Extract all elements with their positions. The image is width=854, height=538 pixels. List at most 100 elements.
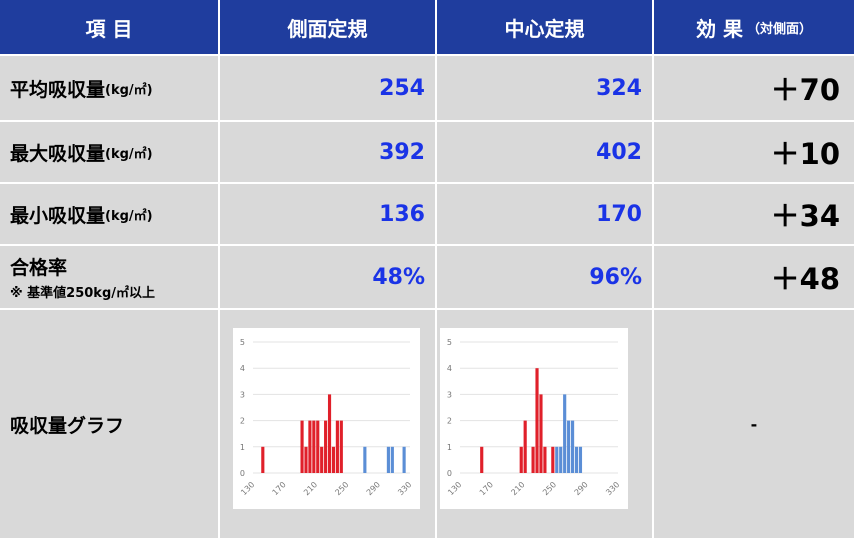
row-graph-effect-value: - (750, 414, 758, 434)
x-tick-label: 170 (271, 480, 288, 497)
histogram-bar (531, 446, 535, 473)
row-max-unit: (kg/㎡) (105, 146, 153, 162)
histogram-bar (363, 446, 367, 473)
row-pass-effect: ＋48 (654, 246, 854, 308)
y-tick-label: 3 (447, 390, 452, 399)
row-graph-effect: - (654, 310, 854, 538)
row-pass-center: 96% (437, 246, 652, 308)
row-avg-label-text: 平均吸収量 (10, 78, 106, 101)
header-side-label: 側面定規 (287, 16, 368, 41)
histogram-bar (304, 446, 308, 473)
row-min-label: 最小吸収量 (kg/㎡) (0, 184, 218, 244)
y-tick-label: 2 (240, 417, 245, 426)
header-side: 側面定規 (220, 0, 435, 54)
row-avg-label: 平均吸収量 (kg/㎡) (0, 56, 218, 120)
x-tick-label: 250 (541, 480, 558, 497)
row-min-unit: (kg/㎡) (105, 208, 153, 224)
y-tick-label: 4 (447, 364, 452, 373)
row-min-effect-value: ＋34 (770, 199, 840, 233)
row-min-effect: ＋34 (654, 184, 854, 244)
row-pass-note: ※ 基準値250kg/㎡以上 (10, 286, 155, 301)
histogram-bar (523, 420, 527, 473)
row-min-center: 170 (437, 184, 652, 244)
histogram-bar (390, 446, 394, 473)
histogram-bar (316, 420, 320, 473)
row-graph-side: 012345130170210250290330370410 (220, 310, 476, 538)
histogram-bar (308, 420, 312, 473)
header-item-label: 項 目 (85, 16, 133, 41)
histogram-bar (261, 446, 265, 473)
row-pass-center-value: 96% (589, 264, 642, 290)
row-avg-side: 254 (220, 56, 435, 120)
histogram-bar (543, 446, 547, 473)
y-tick-label: 1 (447, 443, 452, 452)
row-avg-center-value: 324 (596, 75, 642, 101)
center-histogram: 012345130170210250290330370410 (446, 338, 684, 497)
x-tick-label: 130 (446, 480, 463, 497)
histogram-bar (574, 446, 579, 473)
histogram-bar (570, 420, 575, 473)
row-avg-effect-value: ＋70 (770, 73, 840, 107)
histogram-bar (480, 446, 484, 473)
x-tick-label: 210 (302, 480, 319, 497)
histogram-bar (539, 394, 543, 473)
y-tick-label: 2 (447, 417, 452, 426)
y-tick-label: 3 (240, 390, 245, 399)
histogram-bar (335, 420, 339, 473)
row-max-label: 最大吸収量 (kg/㎡) (0, 122, 218, 182)
row-avg-side-value: 254 (379, 75, 425, 101)
row-max-effect: ＋10 (654, 122, 854, 182)
header-effect-note: （対側面） (746, 21, 812, 37)
histogram-bar (551, 446, 555, 473)
histogram-bar (327, 394, 332, 473)
x-tick-label: 290 (573, 480, 590, 497)
row-max-center: 402 (437, 122, 652, 182)
histogram-bar (386, 446, 390, 473)
y-tick-label: 1 (240, 443, 245, 452)
histogram-bar (563, 394, 567, 473)
header-center: 中心定規 (437, 0, 652, 54)
x-tick-label: 250 (333, 480, 350, 497)
row-pass-label-text: 合格率 (10, 257, 68, 279)
x-tick-label: 330 (396, 480, 413, 497)
header-effect: 効 果（対側面） (654, 0, 854, 54)
y-tick-label: 5 (447, 338, 452, 347)
histogram-bar (324, 420, 328, 473)
row-avg-center: 324 (437, 56, 652, 120)
y-tick-label: 5 (240, 338, 245, 347)
histogram-bar (312, 420, 316, 473)
header-item: 項 目 (0, 0, 218, 54)
header-center-label: 中心定規 (504, 16, 585, 41)
histogram-bar (519, 446, 523, 473)
side-chart: 012345130170210250290330370410 (233, 328, 476, 509)
header-effect-label: 効 果 (696, 16, 743, 41)
y-tick-label: 0 (447, 469, 452, 478)
row-pass-side-value: 48% (372, 264, 425, 290)
row-min-label-text: 最小吸収量 (10, 204, 106, 227)
row-min-side: 136 (220, 184, 435, 244)
y-tick-label: 0 (240, 469, 245, 478)
histogram-bar (300, 420, 304, 473)
x-tick-label: 130 (239, 480, 256, 497)
row-avg-unit: (kg/㎡) (105, 82, 153, 98)
row-graph-label: 吸収量グラフ (0, 310, 218, 538)
row-max-label-text: 最大吸収量 (10, 142, 106, 165)
x-tick-label: 330 (604, 480, 621, 497)
x-tick-label: 210 (509, 480, 526, 497)
row-max-side: 392 (220, 122, 435, 182)
histogram-bar (567, 420, 571, 473)
center-chart: 012345130170210250290330370410 (440, 328, 685, 509)
histogram-bar (535, 368, 539, 473)
histogram-bar (320, 446, 324, 473)
row-pass-label: 合格率 ※ 基準値250kg/㎡以上 (0, 246, 218, 308)
row-graph-center: 012345130170210250290330370410 (437, 310, 685, 538)
row-pass-side: 48% (220, 246, 435, 308)
row-max-center-value: 402 (596, 139, 642, 165)
row-min-side-value: 136 (379, 201, 425, 227)
histogram-bar (339, 420, 343, 473)
x-tick-label: 290 (365, 480, 382, 497)
histogram-bar (578, 446, 583, 473)
y-tick-label: 4 (240, 364, 245, 373)
row-pass-effect-value: ＋48 (770, 262, 840, 296)
